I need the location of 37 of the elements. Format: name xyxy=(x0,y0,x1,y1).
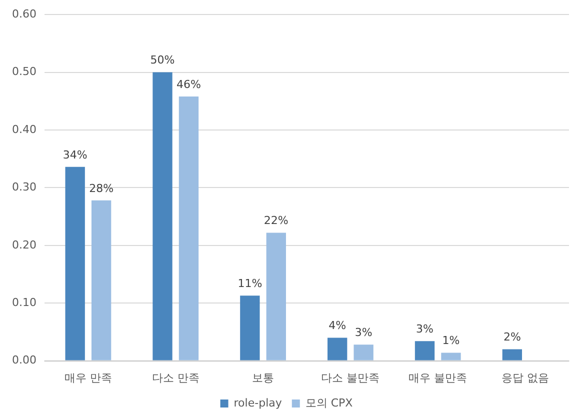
data-label: 50% xyxy=(150,54,175,67)
bar xyxy=(91,200,112,360)
bar xyxy=(266,232,286,360)
x-tick-label: 응답 없음 xyxy=(502,371,550,384)
y-tick-label: 0.40 xyxy=(12,122,36,136)
y-tick-label: 0.10 xyxy=(12,296,36,309)
data-label: 34% xyxy=(62,148,88,162)
bar xyxy=(65,166,85,360)
data-label: 3% xyxy=(416,322,434,336)
x-tick-label: 다소 불만족 xyxy=(321,371,380,384)
data-label: 22% xyxy=(264,214,288,228)
bar xyxy=(328,338,348,360)
data-label: 3% xyxy=(354,326,372,340)
x-tick-label: 매우 만족 xyxy=(64,371,112,384)
data-label: 1% xyxy=(442,334,460,348)
bar xyxy=(178,96,199,360)
y-tick-label: 0.00 xyxy=(12,354,36,367)
legend-label: 모의 CPX xyxy=(305,396,354,410)
bar xyxy=(414,341,435,360)
data-label: 4% xyxy=(328,319,346,332)
legend-label: role-play xyxy=(234,396,282,410)
bar xyxy=(441,352,461,360)
x-tick-label: 매우 불만족 xyxy=(408,371,468,384)
y-tick-label: 0.60 xyxy=(12,7,36,20)
data-label: 11% xyxy=(238,276,262,290)
x-tick-label: 다소 만족 xyxy=(152,371,200,384)
bar xyxy=(240,296,260,360)
bar xyxy=(354,344,374,360)
data-label: 2% xyxy=(503,330,521,344)
y-tick-label: 0.50 xyxy=(12,65,36,78)
bar xyxy=(152,72,172,360)
y-tick-label: 0.20 xyxy=(12,238,36,252)
x-tick-label: 보통 xyxy=(252,371,274,384)
y-tick-label: 0.30 xyxy=(12,180,36,194)
bar xyxy=(502,349,522,360)
data-label: 46% xyxy=(176,78,201,91)
data-label: 28% xyxy=(89,182,114,195)
